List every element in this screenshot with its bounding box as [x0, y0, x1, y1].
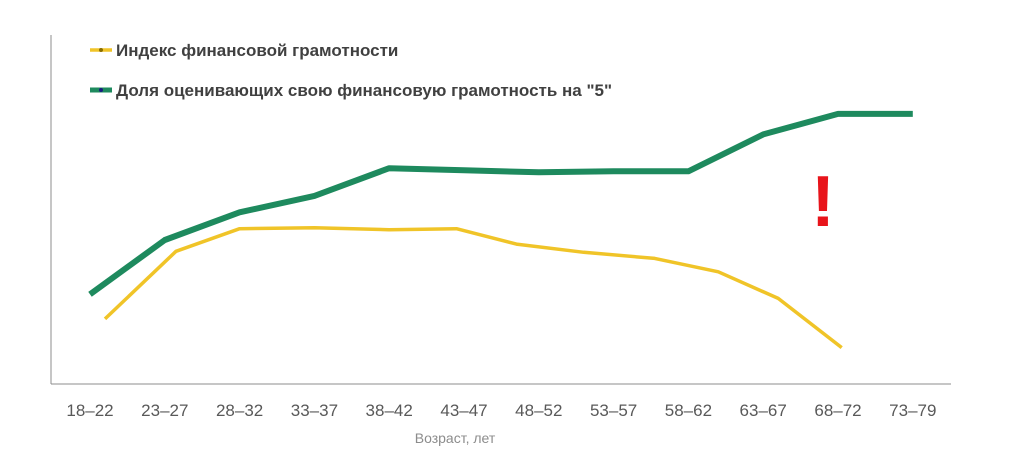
- legend-marker: [99, 88, 103, 92]
- legend-label: Индекс финансовой грамотности: [116, 41, 398, 60]
- series-layer: [88, 110, 913, 349]
- annotations: !: [811, 162, 835, 242]
- x-tick-label: 23–27: [141, 401, 188, 420]
- x-tick-label: 53–57: [590, 401, 637, 420]
- x-tick-label: 43–47: [440, 401, 487, 420]
- x-tick-label: 28–32: [216, 401, 263, 420]
- x-tick-label: 68–72: [814, 401, 861, 420]
- x-tick-label: 58–62: [665, 401, 712, 420]
- series-line-1: [103, 225, 843, 349]
- legend-label: Доля оценивающих свою финансовую грамотн…: [116, 81, 612, 100]
- legend: Индекс финансовой грамотности Доля оценив…: [90, 41, 612, 100]
- x-tick-label: 48–52: [515, 401, 562, 420]
- x-axis-title: Возраст, лет: [415, 430, 496, 446]
- x-tick-label: 38–42: [366, 401, 413, 420]
- series-line-2: [88, 110, 913, 297]
- x-tick-label: 33–37: [291, 401, 338, 420]
- x-tick-label: 73–79: [889, 401, 936, 420]
- legend-marker: [99, 48, 103, 52]
- x-tick-labels: 18–22 23–27 28–32 33–37 38–42 43–47 48–52 53–57…: [66, 401, 936, 420]
- x-tick-label: 18–22: [66, 401, 113, 420]
- legend-entry: Доля оценивающих свою финансовую грамотн…: [90, 81, 612, 100]
- annotation-exclamation: !: [811, 162, 835, 242]
- legend-entry: Индекс финансовой грамотности: [90, 41, 398, 60]
- x-tick-label: 63–67: [740, 401, 787, 420]
- chart-axes: [50, 35, 951, 385]
